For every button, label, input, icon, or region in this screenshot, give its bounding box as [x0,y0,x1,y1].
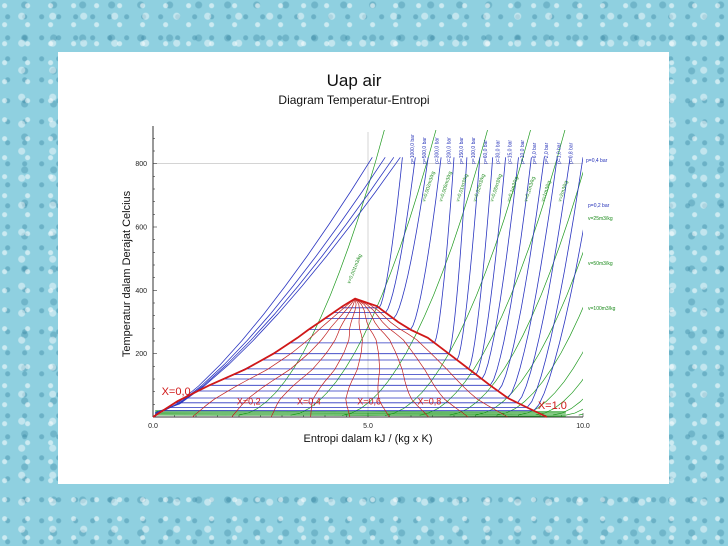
chart-title: Uap air [327,71,382,90]
quality-line [354,298,508,418]
isobar-line [153,157,455,418]
isochore-line [535,378,583,416]
isobar-label: p=1,0 bar [556,142,562,164]
isochore-label: v=25m3/kg [588,216,613,222]
isochore-label: v=0,001m3/kg [346,253,363,285]
isobar-line [153,157,506,418]
isobar-line [153,157,481,418]
isobar-label: p=500,0 bar [422,137,428,164]
isobar-label: p=2,0 bar [544,142,550,164]
y-tick-label: 600 [135,225,147,232]
isobar-label: p=1000,0 bar [410,134,416,164]
quality-line [354,298,429,418]
x-axis-label: Entropi dalam kJ / (kg x K) [304,433,433,445]
isochore-label: v=50m3/kg [588,261,613,267]
quality-line [310,298,357,418]
saturation-curve [153,297,548,418]
quality-line [345,298,363,418]
chart-panel: Uap air Diagram Temperatur-Entropi Tempe… [58,52,669,484]
isobar-line [153,157,429,418]
property-lines [153,130,583,418]
y-tick-labels: 200 400 600 800 [135,161,147,358]
quality-line [231,298,356,418]
x-tick-label: 5.0 [363,423,373,430]
quality-line [354,298,469,418]
quality-label: X=0,2 [237,396,261,406]
isobar-label: p=200,0 bar [447,137,453,164]
isochore-line [155,412,566,415]
isobar-label: p=150,0 bar [459,137,465,164]
isochore-label: v=1m3/kg [540,180,553,203]
isochore-line [518,351,583,416]
quality-label: X=0,6 [357,396,381,406]
quality-line [354,298,390,418]
line-labels: X=0,0 X=0,2 X=0,4 X=0,6 X=0,8 X=1.0 p=1000,0 b… [162,134,616,412]
isobar-label: p=300,0 bar [434,137,440,164]
isochore-line [552,398,583,416]
isobar-label: p=30,0 bar [495,140,501,164]
ts-diagram: Uap air Diagram Temperatur-Entropi Tempe… [121,71,616,445]
isochore-line [155,411,566,414]
x-tick-label: 10.0 [576,423,590,430]
quality-label: X=1.0 [538,400,567,412]
quality-label: X=0,4 [297,396,321,406]
isobar-line [153,157,468,418]
quality-line [192,298,356,418]
isochore-line [578,413,583,416]
isochore-line [290,130,437,416]
isochore-line [475,251,583,416]
isobar-label: p=60,0 bar [483,140,489,164]
isochore-line [385,130,531,416]
isobar-label: p=6,0 bar [532,142,538,164]
x-tick-labels: 0.0 5.0 10.0 [148,423,590,430]
isochore-label: v=0,2m3/kg [523,176,537,203]
y-tick-label: 400 [135,288,147,295]
isochore-line [238,130,385,416]
isobar-line [155,157,395,414]
isobar-line [155,157,386,415]
isobar-label: p=0,4 bar [586,158,608,164]
isobar-label: p=10,0 bar [520,140,526,164]
isobar-line [153,157,519,418]
isochore-line [419,130,566,416]
quality-label: X=0,8 [417,396,441,406]
isobar-label: p=0,8 bar [569,142,575,164]
y-axis-label: Temperatur dalam Derajat Celcius [121,190,133,357]
isochore-label: v=2m3/kg [557,180,570,203]
isobar-label: p=100,0 bar [471,137,477,164]
isochore-label: v=100m3/kg [588,306,616,312]
quality-line [270,298,356,418]
isochore-line [342,130,488,416]
y-tick-label: 200 [135,351,147,358]
x-tick-label: 0.0 [148,423,158,430]
isobar-label: p=15,0 bar [508,140,514,164]
chart-subtitle: Diagram Temperatur-Entropi [278,93,429,107]
isochore-line [155,414,566,417]
y-tick-label: 800 [135,161,147,168]
quality-label: X=0,0 [162,386,191,398]
isochore-line [155,413,566,416]
isochore-line [449,171,583,416]
isochore-label: v=0,1m3/kg [506,176,520,203]
isochore-label: v=0,02m3/kg [472,173,487,202]
isobar-label: p=0,2 bar [588,203,610,209]
isobar-line [155,157,373,416]
